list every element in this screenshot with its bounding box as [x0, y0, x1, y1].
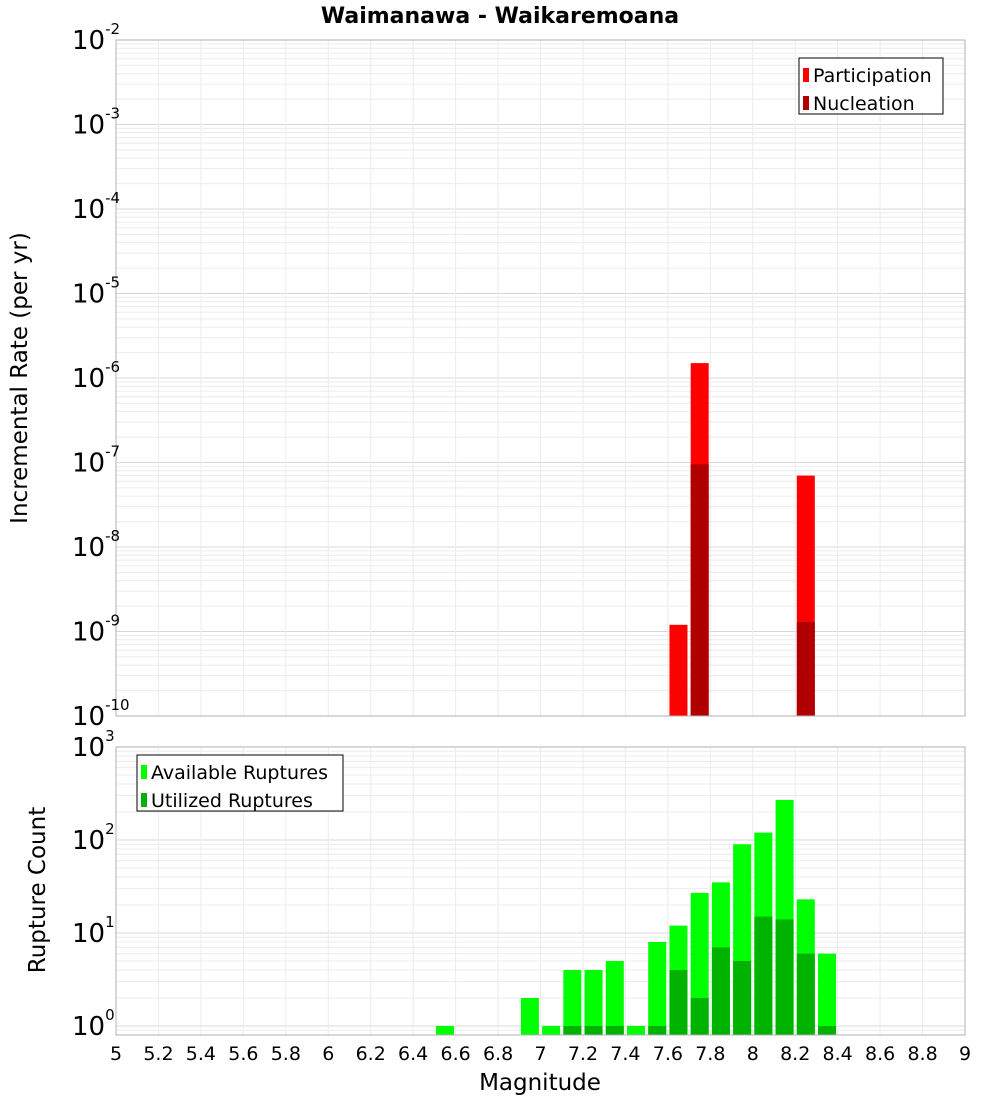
legend-label: Nucleation: [813, 93, 915, 115]
y-tick-label: 10-3: [72, 105, 120, 141]
participation-bar: [669, 624, 688, 716]
y-tick-label: 10-6: [72, 358, 120, 394]
x-tick-label: 8.8: [907, 1043, 937, 1065]
x-tick-label: 5.2: [143, 1043, 173, 1065]
rupture-count-panel: 103 102 101 100 Available Ruptures Utilized R…: [72, 727, 971, 1065]
utilized-ruptures-bar: [648, 1025, 667, 1035]
available-ruptures-bar: [584, 969, 603, 1035]
utilized-ruptures-bar: [669, 969, 688, 1035]
legend-label: Available Ruptures: [151, 762, 328, 784]
x-tick-label: 8: [747, 1043, 759, 1065]
count-y-axis-label: Rupture Count: [25, 807, 51, 973]
utilized-ruptures-bar: [733, 960, 752, 1035]
rate-y-axis-label: Incremental Rate (per yr): [7, 232, 33, 524]
utilized-ruptures-bar: [563, 1025, 582, 1035]
y-tick-label: 100: [72, 1006, 115, 1042]
available-ruptures-bar: [520, 997, 539, 1035]
y-tick-label: 102: [72, 820, 115, 856]
legend: [136, 754, 344, 812]
available-ruptures-bar: [605, 960, 624, 1035]
plot-frame: [115, 746, 966, 1036]
x-tick-label: 5.4: [186, 1043, 216, 1065]
x-tick-label: 7.6: [653, 1043, 683, 1065]
utilized-ruptures-bar: [796, 953, 815, 1035]
utilized-ruptures-bar: [818, 1025, 837, 1035]
available-ruptures-bar: [818, 953, 837, 1035]
x-tick-label: 6.2: [356, 1043, 386, 1065]
utilized-ruptures-bar: [754, 916, 773, 1035]
utilized-ruptures-bar: [690, 997, 709, 1035]
available-ruptures-bar: [542, 1025, 561, 1035]
y-tick-label: 10-9: [72, 612, 120, 648]
x-tick-label: 7.2: [568, 1043, 598, 1065]
x-tick-label: 7: [534, 1043, 546, 1065]
x-tick-label: 5: [110, 1043, 122, 1065]
legend-label: Participation: [813, 65, 932, 87]
chart-title: Waimanawa - Waikaremoana: [321, 4, 679, 29]
x-tick-label: 7.8: [695, 1043, 725, 1065]
available-ruptures-bar: [563, 969, 582, 1035]
legend: [798, 57, 944, 115]
y-tick-label: 103: [72, 727, 115, 763]
y-tick-label: 10-5: [72, 274, 120, 310]
x-tick-label: 9: [959, 1043, 971, 1065]
legend-swatch: [803, 96, 809, 110]
x-tick-label: 8.6: [865, 1043, 895, 1065]
x-axis-label: Magnitude: [479, 1070, 601, 1096]
nucleation-bar: [796, 621, 815, 716]
utilized-ruptures-bar: [775, 919, 794, 1035]
y-tick-label: 101: [72, 913, 115, 949]
x-tick-label: 6: [322, 1043, 334, 1065]
utilized-ruptures-bar: [584, 1025, 603, 1035]
legend-swatch: [803, 68, 809, 82]
legend-label: Utilized Ruptures: [151, 790, 313, 812]
y-tick-label: 10-10: [72, 696, 130, 732]
available-ruptures-bar: [648, 942, 667, 1035]
y-tick-label: 10-2: [72, 20, 120, 56]
utilized-ruptures-bar: [605, 1025, 624, 1035]
rate-panel: 10-2 10-3 10-4 10-5 10-6 10-7 10-8 10-9 10-10 Par…: [72, 20, 966, 732]
x-tick-label: 6.4: [398, 1043, 428, 1065]
x-tick-label: 7.4: [610, 1043, 640, 1065]
legend-swatch: [141, 793, 147, 807]
x-tick-label: 5.6: [228, 1043, 258, 1065]
y-tick-label: 10-4: [72, 189, 120, 225]
x-tick-label: 8.4: [823, 1043, 853, 1065]
x-tick-label: 5.8: [271, 1043, 301, 1065]
nucleation-bar: [690, 464, 709, 716]
y-tick-label: 10-7: [72, 443, 120, 479]
x-tick-label: 8.2: [780, 1043, 810, 1065]
x-tick-label: 6.6: [440, 1043, 470, 1065]
available-ruptures-bar: [435, 1025, 454, 1035]
utilized-ruptures-bar: [711, 947, 730, 1035]
y-tick-label: 10-8: [72, 527, 120, 563]
legend-swatch: [141, 765, 147, 779]
x-tick-label: 6.8: [483, 1043, 513, 1065]
available-ruptures-bar: [627, 1025, 646, 1035]
plot-frame: [115, 39, 966, 717]
